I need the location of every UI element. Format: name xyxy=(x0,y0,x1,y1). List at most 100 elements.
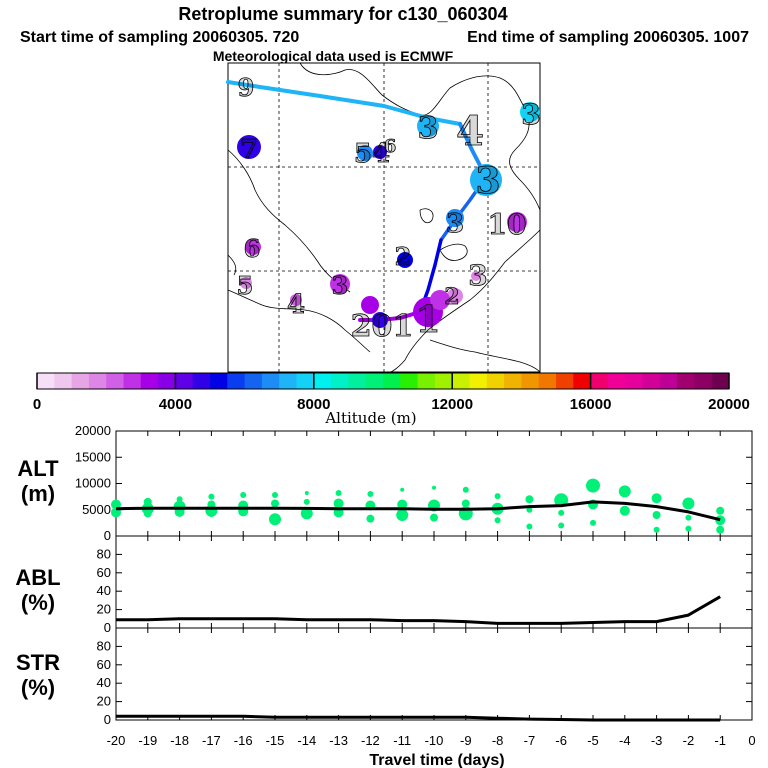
day-label: 5 xyxy=(237,271,254,300)
plume-marker xyxy=(290,294,302,306)
colorbar-swatch xyxy=(140,373,159,389)
x-tick-label: -4 xyxy=(619,733,631,748)
alt-scatter-point xyxy=(558,522,565,529)
day-label: 9 xyxy=(238,73,255,102)
alt-scatter-point xyxy=(716,506,725,515)
colorbar-swatch xyxy=(192,373,211,389)
plume-marker xyxy=(471,271,481,281)
colorbar-swatch xyxy=(365,373,384,389)
altitude-colorbar: 0 4000 8000 12000 16000 20000 xyxy=(33,372,750,413)
str-y-tick-label: 60 xyxy=(97,657,111,672)
alt-scatter-point xyxy=(526,523,533,530)
str-series-line xyxy=(116,714,721,722)
x-tick-label: -14 xyxy=(297,733,316,748)
str-y-tick-label: 80 xyxy=(97,638,111,653)
alt-y-tick-label: 0 xyxy=(104,528,111,543)
chart-title: Retroplume summary for c130_060304 xyxy=(178,4,507,24)
colorbar-swatch xyxy=(400,373,418,389)
colorbar-swatch xyxy=(296,373,315,389)
day-label: 3 xyxy=(418,111,439,146)
colorbar-swatch xyxy=(607,373,626,389)
abl-panel-label: ABL xyxy=(15,565,60,590)
abl-y-tick-label: 20 xyxy=(97,602,111,617)
alt-scatter-point xyxy=(494,517,501,524)
colorbar-swatch xyxy=(244,373,263,389)
colorbar-tick-label: 4000 xyxy=(159,396,192,413)
alt-scatter-point xyxy=(333,498,344,509)
day-label: 201 xyxy=(351,309,414,344)
alt-scatter-point xyxy=(269,513,281,526)
day-label: 54 xyxy=(354,139,390,169)
x-tick-label: -5 xyxy=(587,733,599,748)
abl-panel-unit: (%) xyxy=(21,590,55,615)
x-tick-label: -15 xyxy=(266,733,285,748)
alt-scatter-point xyxy=(432,485,436,490)
alt-scatter-point xyxy=(682,497,695,510)
alt-panel-label: ALT xyxy=(17,456,59,481)
alt-scatter-point xyxy=(400,487,405,492)
x-tick-label: -12 xyxy=(361,733,380,748)
colorbar-swatch xyxy=(37,373,55,389)
alt-scatter-point xyxy=(526,506,533,513)
x-tick-label: -19 xyxy=(138,733,157,748)
colorbar-swatch xyxy=(158,373,176,389)
plume-markers xyxy=(237,102,540,328)
alt-scatter-point xyxy=(685,514,692,521)
alt-scatter-point xyxy=(143,509,152,518)
colorbar-swatch xyxy=(417,373,436,389)
x-tick-label: -18 xyxy=(170,733,189,748)
abl-panel-frame xyxy=(115,535,753,629)
alt-scatter-point xyxy=(300,507,313,520)
colorbar-swatch xyxy=(486,373,505,389)
colorbar-swatch xyxy=(590,373,609,389)
day-label: 3 xyxy=(468,259,487,292)
alt-scatter-point xyxy=(586,478,600,493)
day-label: 3 xyxy=(521,98,540,131)
colorbar-swatch xyxy=(123,373,142,389)
alt-scatter-point xyxy=(653,526,660,533)
colorbar-swatch xyxy=(538,373,557,389)
alt-scatter-point xyxy=(271,499,279,508)
colorbar-swatch xyxy=(504,373,522,389)
x-tick-label: -13 xyxy=(329,733,348,748)
x-tick-label: -2 xyxy=(683,733,695,748)
alt-scatter-point xyxy=(619,505,630,516)
x-tick-label: -10 xyxy=(425,733,444,748)
x-tick-label: -8 xyxy=(492,733,504,748)
alt-scatter-point xyxy=(430,513,438,522)
colorbar-swatch xyxy=(469,373,488,389)
day-label: 3 xyxy=(475,160,500,202)
str-y-tick-label: 40 xyxy=(97,675,111,690)
x-tick-label: -20 xyxy=(107,733,126,748)
plume-marker xyxy=(357,145,373,161)
alt-y-tick-label: 15000 xyxy=(75,449,111,464)
alt-scatter-point xyxy=(111,499,121,510)
abl-y-tick-label: 80 xyxy=(97,546,111,561)
colorbar-swatch xyxy=(175,373,194,389)
start-time-label: Start time of sampling 20060305. 720 xyxy=(20,29,299,46)
alt-scatter-point xyxy=(461,499,470,508)
colorbar-tick-label: 0 xyxy=(33,396,41,413)
x-tick-label: 0 xyxy=(748,733,755,748)
plume-marker xyxy=(361,296,379,314)
colorbar-swatch xyxy=(313,373,332,389)
plume-marker xyxy=(240,277,252,289)
plume-marker xyxy=(237,135,261,159)
colorbar-swatch xyxy=(331,373,349,389)
colorbar-swatch xyxy=(642,373,661,389)
coastlines xyxy=(227,62,541,373)
x-tick-label: -7 xyxy=(524,733,536,748)
trajectory-map: 9 7 54 6 3 4 3 3 10 3 6 5 3 4 2 3 2 201 … xyxy=(226,62,541,373)
day-label: 3 xyxy=(446,209,464,239)
colorbar-swatch xyxy=(711,373,730,389)
colorbar-swatch xyxy=(261,373,280,389)
str-panel-unit: (%) xyxy=(21,675,55,700)
alt-scatter-point xyxy=(303,498,310,505)
colorbar-label: Altitude (m) xyxy=(324,409,416,427)
alt-scatter-point xyxy=(367,491,374,497)
alt-scatter-point xyxy=(397,499,408,510)
alt-scatter-point xyxy=(525,495,534,504)
alt-scatter-point xyxy=(208,510,215,517)
colorbar-swatch xyxy=(556,373,574,389)
